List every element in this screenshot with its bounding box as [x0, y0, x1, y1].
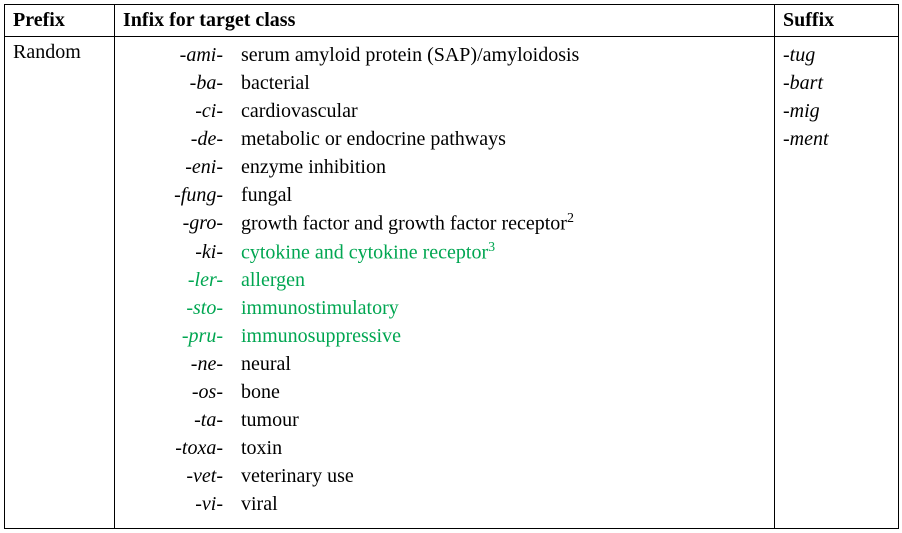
- infix-code: -de-: [123, 125, 241, 153]
- nomenclature-table: Prefix Infix for target class Suffix Ran…: [4, 4, 899, 529]
- table-body-row: Random -ami-serum amyloid protein (SAP)/…: [5, 37, 899, 529]
- infix-code: -eni-: [123, 153, 241, 181]
- infix-code: -ba-: [123, 69, 241, 97]
- infix-code: -pru-: [123, 322, 241, 350]
- infix-description: immunostimulatory: [241, 294, 766, 322]
- header-suffix: Suffix: [775, 5, 899, 37]
- infix-description: growth factor and growth factor receptor…: [241, 209, 766, 238]
- infix-description: cardiovascular: [241, 97, 766, 125]
- prefix-value: Random: [13, 41, 81, 63]
- infix-row: -toxa-toxin: [123, 434, 766, 462]
- table-header-row: Prefix Infix for target class Suffix: [5, 5, 899, 37]
- infix-row: -gro-growth factor and growth factor rec…: [123, 209, 766, 238]
- infix-row: -ba-bacterial: [123, 69, 766, 97]
- infix-row: -os-bone: [123, 378, 766, 406]
- infix-code: -ler-: [123, 266, 241, 294]
- infix-code: -fung-: [123, 181, 241, 209]
- infix-code: -os-: [123, 378, 241, 406]
- infix-code: -ta-: [123, 406, 241, 434]
- infix-row: -vet-veterinary use: [123, 462, 766, 490]
- infix-row: -ami-serum amyloid protein (SAP)/amyloid…: [123, 41, 766, 69]
- suffix-item: -mig: [783, 97, 890, 125]
- suffix-item: -tug: [783, 41, 890, 69]
- prefix-cell: Random: [5, 37, 115, 529]
- infix-code: -vi-: [123, 490, 241, 518]
- infix-description: fungal: [241, 181, 766, 209]
- infix-row: -eni-enzyme inhibition: [123, 153, 766, 181]
- infix-description: metabolic or endocrine pathways: [241, 125, 766, 153]
- header-infix: Infix for target class: [115, 5, 775, 37]
- infix-description: tumour: [241, 406, 766, 434]
- infix-code: -ami-: [123, 41, 241, 69]
- infix-description: bone: [241, 378, 766, 406]
- infix-row: -de-metabolic or endocrine pathways: [123, 125, 766, 153]
- footnote-ref: 2: [567, 211, 574, 226]
- infix-row: -ler-allergen: [123, 266, 766, 294]
- suffix-cell: -tug-bart-mig-ment: [775, 37, 899, 529]
- infix-description: allergen: [241, 266, 766, 294]
- infix-description: immunosuppressive: [241, 322, 766, 350]
- infix-description: veterinary use: [241, 462, 766, 490]
- infix-row: -ta-tumour: [123, 406, 766, 434]
- infix-row: -sto-immunostimulatory: [123, 294, 766, 322]
- infix-code: -gro-: [123, 209, 241, 238]
- suffix-item: -ment: [783, 125, 890, 153]
- infix-code: -sto-: [123, 294, 241, 322]
- infix-row: -ne-neural: [123, 350, 766, 378]
- header-prefix: Prefix: [5, 5, 115, 37]
- infix-row: -ki-cytokine and cytokine receptor3: [123, 238, 766, 267]
- infix-description: cytokine and cytokine receptor3: [241, 238, 766, 267]
- infix-description: serum amyloid protein (SAP)/amyloidosis: [241, 41, 766, 69]
- infix-code: -ki-: [123, 238, 241, 267]
- infix-description: bacterial: [241, 69, 766, 97]
- infix-description: neural: [241, 350, 766, 378]
- infix-description: enzyme inhibition: [241, 153, 766, 181]
- infix-row: -pru-immunosuppressive: [123, 322, 766, 350]
- infix-code: -vet-: [123, 462, 241, 490]
- infix-description: viral: [241, 490, 766, 518]
- infix-cell: -ami-serum amyloid protein (SAP)/amyloid…: [115, 37, 775, 529]
- infix-row: -ci-cardiovascular: [123, 97, 766, 125]
- infix-description: toxin: [241, 434, 766, 462]
- suffix-item: -bart: [783, 69, 890, 97]
- infix-code: -toxa-: [123, 434, 241, 462]
- infix-row: -fung-fungal: [123, 181, 766, 209]
- infix-code: -ci-: [123, 97, 241, 125]
- footnote-ref: 3: [488, 240, 495, 255]
- infix-code: -ne-: [123, 350, 241, 378]
- infix-row: -vi-viral: [123, 490, 766, 518]
